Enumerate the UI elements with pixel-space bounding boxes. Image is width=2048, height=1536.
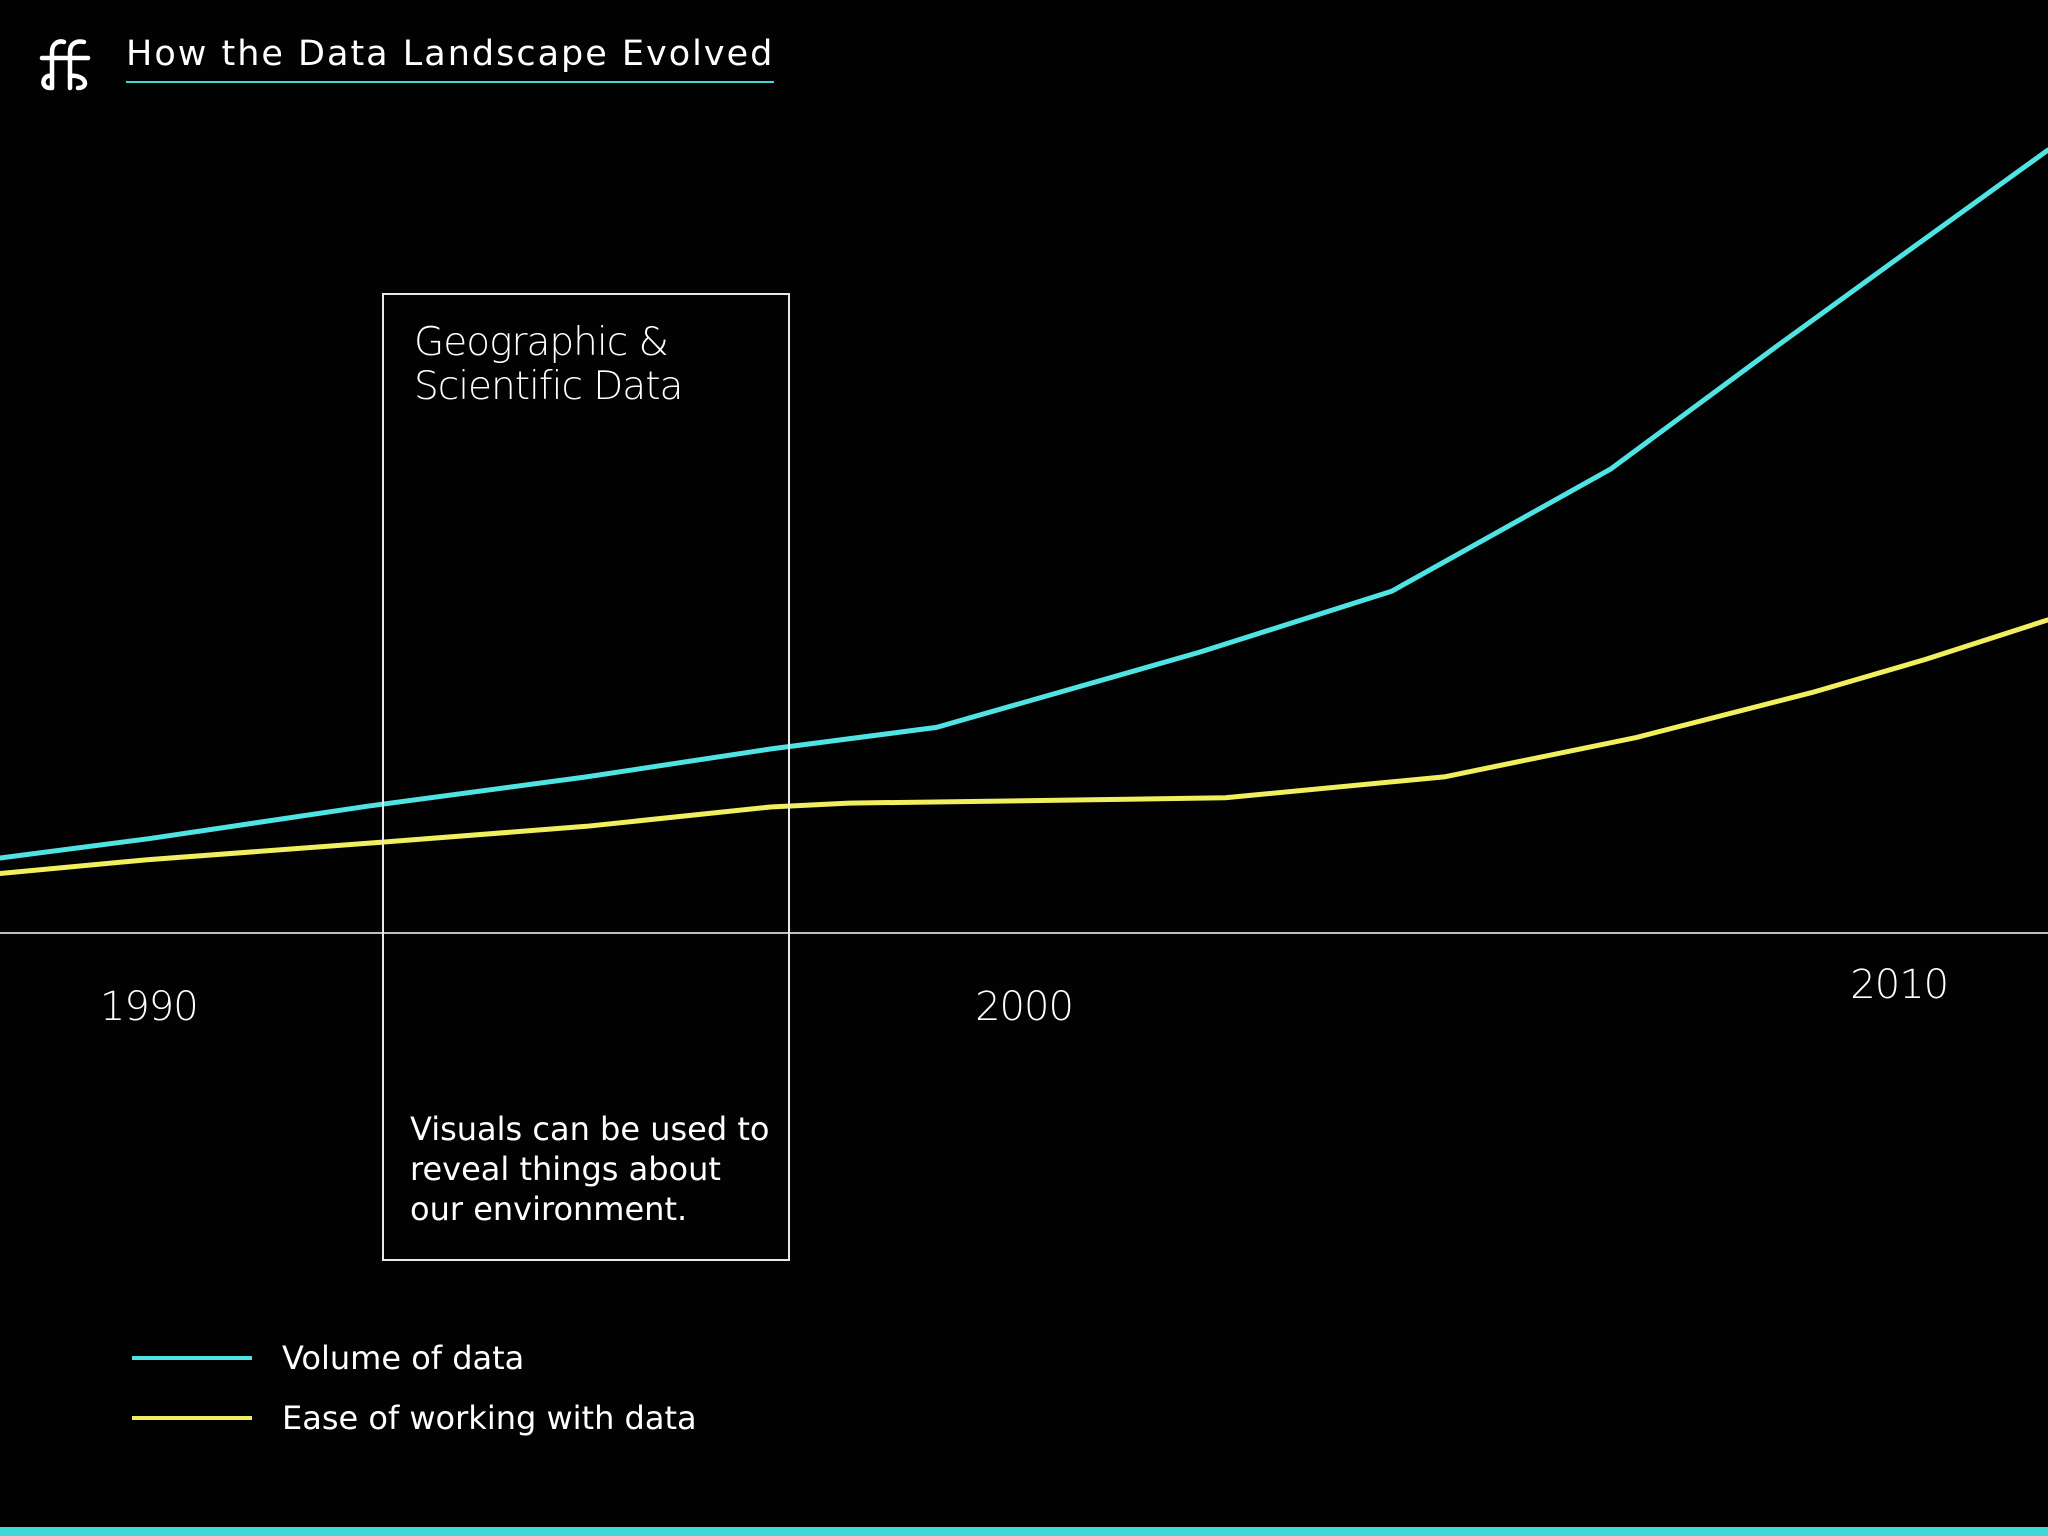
legend-item-ease: Ease of working with data [132,1388,697,1448]
legend-label-volume: Volume of data [282,1339,525,1377]
page-title: How the Data Landscape Evolved [126,34,775,83]
legend-swatch-ease [132,1416,252,1420]
annotation-title-line-1: Geographic & [414,320,669,365]
series-layer [0,147,2048,876]
legend-swatch-volume [132,1356,252,1360]
x-tick-label: 1990 [100,984,198,1030]
annotation-title-line-2: Scientific Data [414,364,683,409]
legend-item-volume: Volume of data [132,1328,697,1388]
x-tick-label: 2000 [975,984,1073,1030]
header [38,36,92,92]
annotation-title: Geographic & Scientific Data [414,321,754,409]
ff-ligature-logo-icon [39,39,91,91]
x-tick-label: 2010 [1850,962,1948,1008]
annotation-body: Visuals can be used to reveal things abo… [410,1110,770,1228]
series-line-ease [0,617,2048,876]
legend: Volume of data Ease of working with data [132,1328,697,1448]
annotation-box: Geographic & Scientific Data Visuals can… [382,293,790,1261]
series-line-volume [0,147,2048,861]
x-tick-labels: 1990 2000 2010 [100,962,1949,1030]
legend-label-ease: Ease of working with data [282,1399,697,1437]
bottom-accent-bar [0,1527,2048,1536]
